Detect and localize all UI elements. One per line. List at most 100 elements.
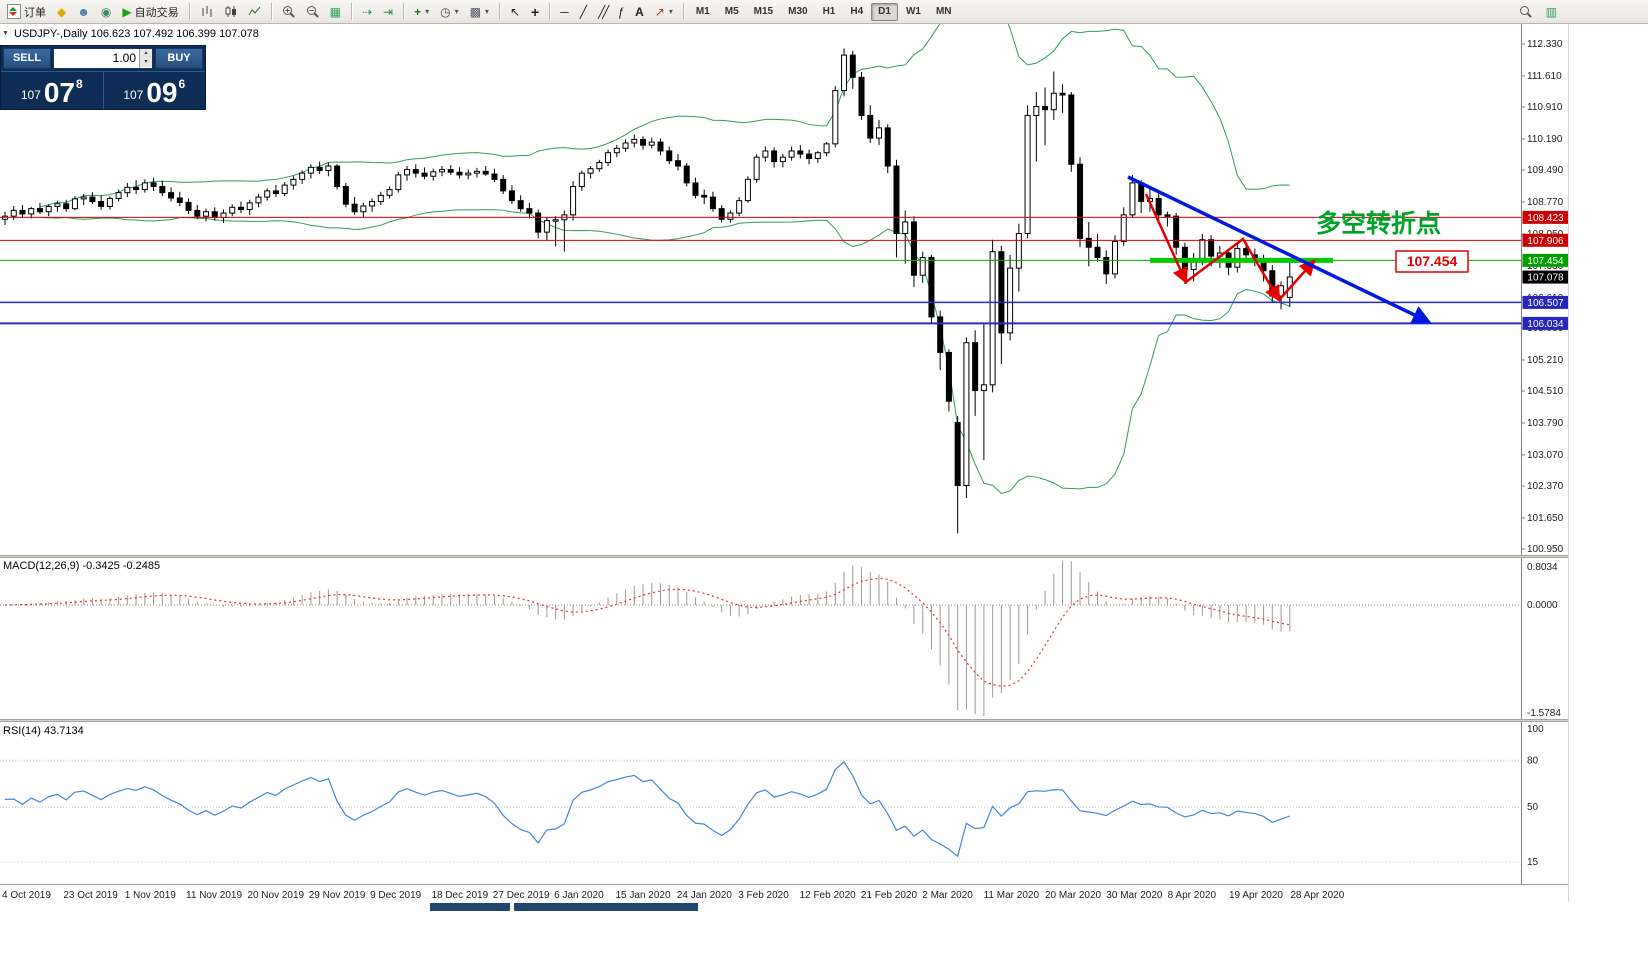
price-tick-label: 111.610 bbox=[1527, 71, 1562, 82]
template-button[interactable]: ▩ ▾ bbox=[465, 2, 494, 22]
price-tick-label: 101.650 bbox=[1527, 513, 1564, 524]
timeframe-m1-button[interactable]: M1 bbox=[689, 3, 717, 21]
date-tick-label: 27 Dec 2019 bbox=[493, 890, 550, 901]
red-arrow-up[interactable] bbox=[1278, 259, 1316, 301]
arrow-tool-icon: ↗ bbox=[654, 4, 665, 19]
text-tool-button[interactable]: A bbox=[630, 2, 649, 22]
volume-input[interactable]: 1.00 ▴ ▾ bbox=[53, 48, 153, 69]
rsi-header: RSI(14) 43.7134 bbox=[3, 725, 84, 737]
buy-price[interactable]: 107 09 6 bbox=[104, 72, 206, 109]
date-tick-label: 18 Dec 2019 bbox=[431, 890, 488, 901]
price-tag-label: 106.507 bbox=[1527, 298, 1564, 309]
buy-button[interactable]: BUY bbox=[155, 48, 203, 69]
cursor-button[interactable]: ↖ bbox=[505, 2, 525, 22]
price-callout-text: 107.454 bbox=[1407, 253, 1458, 269]
trendline-tool-button[interactable]: ╱ bbox=[575, 2, 592, 22]
rsi-scale-label: 100 bbox=[1527, 724, 1544, 735]
trendline-icon: ╱ bbox=[579, 4, 587, 19]
macd-panel: 0.8034 0.0000 -1.5784 bbox=[0, 561, 1561, 719]
quote-panel-toggle-icon[interactable]: ▼ bbox=[2, 30, 9, 37]
blue-trend-arrow[interactable] bbox=[1127, 175, 1432, 324]
price-callout-box[interactable] bbox=[1395, 250, 1469, 273]
red-arrow-down[interactable] bbox=[1144, 193, 1188, 285]
timeframe-h4-button[interactable]: H4 bbox=[843, 3, 870, 21]
candle-chart-mode-button[interactable] bbox=[219, 2, 242, 22]
horizontal-line-tool-button[interactable]: ─ bbox=[555, 2, 574, 22]
rsi-line bbox=[4, 760, 1290, 858]
buy-price-big: 09 bbox=[146, 77, 178, 109]
crosshair-button[interactable]: + bbox=[526, 2, 544, 22]
market-button[interactable]: ▥ bbox=[1541, 2, 1562, 22]
tile-windows-button[interactable]: ▦ bbox=[325, 2, 346, 22]
chart-canvas[interactable]: 多空转折点 107.454 112.330 111.610 110.910 110.190… bbox=[0, 24, 1648, 955]
rsi-scale-label: 80 bbox=[1527, 755, 1539, 766]
timeframe-m15-button[interactable]: M15 bbox=[747, 3, 780, 21]
fibonacci-tool-button[interactable]: ƒ bbox=[612, 2, 629, 22]
period-button[interactable]: ◷ ▾ bbox=[435, 2, 464, 22]
timeframe-d1-button[interactable]: D1 bbox=[871, 2, 898, 21]
rsi-scale-label: 15 bbox=[1527, 857, 1539, 868]
arrows-tool-button[interactable]: ↗ ▾ bbox=[650, 2, 678, 22]
new-order-button[interactable]: 订单 bbox=[2, 2, 51, 22]
timeframe-w1-button[interactable]: W1 bbox=[899, 3, 928, 21]
timeframe-mn-button[interactable]: MN bbox=[929, 3, 959, 21]
new-order-icon bbox=[7, 4, 21, 19]
annotations-layer[interactable]: 多空转折点 107.454 bbox=[1127, 175, 1469, 324]
toolbar-separator bbox=[270, 3, 272, 20]
volume-down-icon[interactable]: ▾ bbox=[140, 58, 152, 67]
price-tick-label: 102.370 bbox=[1527, 481, 1564, 492]
status-strip bbox=[514, 903, 698, 911]
date-tick-label: 20 Mar 2020 bbox=[1045, 890, 1102, 901]
market-chart-icon: ▥ bbox=[1545, 4, 1557, 19]
new-chart-button[interactable]: + ▾ bbox=[409, 2, 434, 22]
volume-stepper[interactable]: ▴ ▾ bbox=[139, 49, 152, 68]
bar-chart-mode-button[interactable] bbox=[195, 2, 218, 22]
date-tick-label: 28 Apr 2020 bbox=[1290, 890, 1344, 901]
channel-tool-button[interactable]: ╱╱ bbox=[593, 2, 611, 22]
line-chart-mode-button[interactable] bbox=[243, 2, 266, 22]
channel-icon: ╱╱ bbox=[597, 4, 610, 19]
price-display-row: 107 07 8 107 09 6 bbox=[1, 71, 205, 109]
time-scale[interactable]: 4 Oct 2019 23 Oct 2019 1 Nov 2019 11 Nov 20… bbox=[0, 884, 1568, 902]
price-tag-label: 108.423 bbox=[1527, 213, 1564, 224]
chart-shift-icon: ⇥ bbox=[383, 4, 394, 19]
buy-price-sup: 6 bbox=[178, 77, 186, 91]
date-tick-label: 9 Dec 2019 bbox=[370, 890, 422, 901]
price-tag-label: 107.906 bbox=[1527, 236, 1564, 247]
price-tick-label: 110.910 bbox=[1527, 102, 1563, 113]
auto-scroll-button[interactable]: ⇢ bbox=[357, 2, 377, 22]
panel-separator[interactable] bbox=[0, 719, 1568, 722]
zoom-in-button[interactable] bbox=[277, 2, 300, 22]
template-icon: ▩ bbox=[469, 4, 481, 19]
globe-button[interactable]: ◉ bbox=[96, 2, 116, 22]
metaeditor-button[interactable]: ◆ bbox=[52, 2, 71, 22]
autotrading-button[interactable]: ▶ 自动交易 bbox=[117, 2, 183, 22]
price-tag bbox=[1522, 295, 1569, 309]
price-scale[interactable]: 112.330 111.610 110.910 110.190 109.490 108.7… bbox=[1521, 24, 1569, 884]
sell-price[interactable]: 107 07 8 bbox=[1, 72, 103, 109]
tile-windows-icon: ▦ bbox=[329, 4, 341, 19]
price-divider bbox=[102, 72, 104, 109]
price-tick-label: 109.490 bbox=[1527, 165, 1564, 176]
price-tick-label: 110.190 bbox=[1527, 134, 1563, 145]
panel-separator[interactable] bbox=[0, 555, 1568, 558]
line-chart-icon bbox=[248, 6, 260, 16]
chevron-down-icon: ▾ bbox=[454, 7, 459, 16]
red-zigzag[interactable] bbox=[1185, 237, 1281, 303]
date-tick-label: 24 Jan 2020 bbox=[677, 890, 732, 901]
date-tick-label: 21 Feb 2020 bbox=[861, 890, 918, 901]
search-button[interactable] bbox=[1514, 2, 1537, 22]
horizontal-line-icon: ─ bbox=[560, 4, 569, 19]
timeframe-m30-button[interactable]: M30 bbox=[781, 3, 814, 21]
volume-up-icon[interactable]: ▴ bbox=[140, 49, 152, 58]
chart-shift-button[interactable]: ⇥ bbox=[378, 2, 398, 22]
profile-button[interactable]: ☻ bbox=[72, 2, 95, 22]
timeframe-h1-button[interactable]: H1 bbox=[816, 3, 843, 21]
horizontal-level-lines[interactable] bbox=[0, 216, 1521, 325]
zoom-out-button[interactable] bbox=[301, 2, 324, 22]
price-tick-label: 105.210 bbox=[1527, 355, 1564, 366]
fibonacci-icon: ƒ bbox=[617, 4, 625, 19]
timeframe-m5-button[interactable]: M5 bbox=[718, 3, 746, 21]
turning-point-annotation: 多空转折点 bbox=[1316, 209, 1441, 238]
sell-button[interactable]: SELL bbox=[3, 48, 51, 69]
